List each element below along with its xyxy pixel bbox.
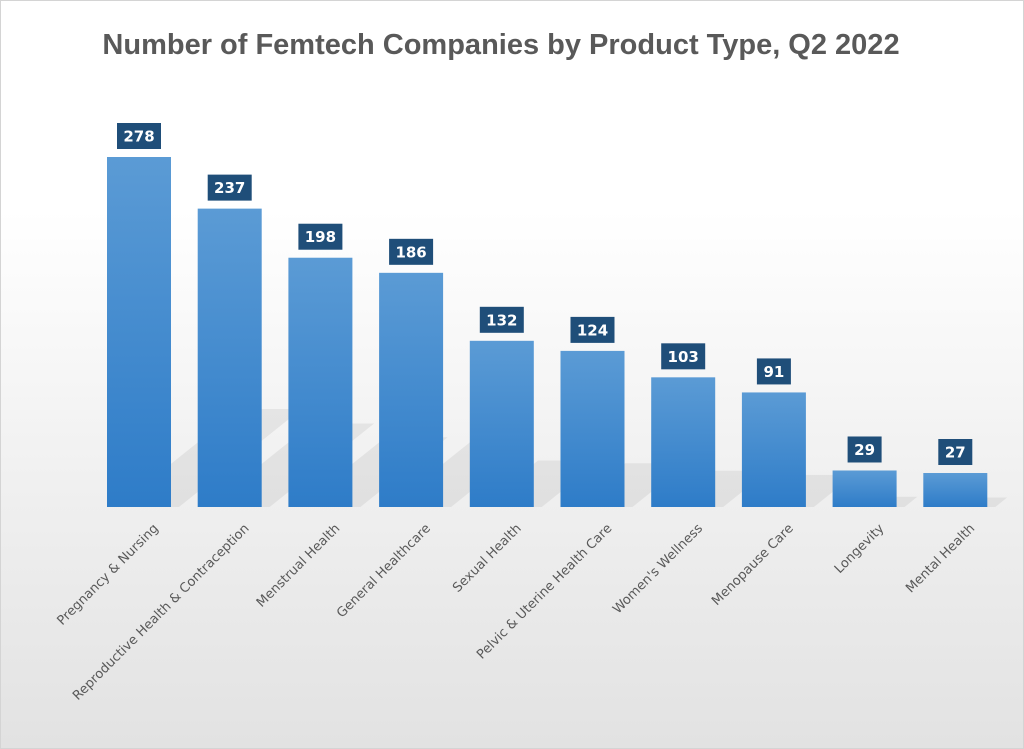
data-label: 132 (486, 311, 517, 329)
category-tick-label: Menopause Care (709, 521, 797, 609)
bar (197, 208, 262, 507)
value-labels-group: 278 237 198 186 132 124 103 91 29 27 (117, 123, 973, 466)
data-label: 103 (668, 348, 699, 366)
data-label-box (570, 316, 615, 343)
category-tick-label: General Healthcare (334, 521, 434, 621)
data-label: 124 (577, 321, 608, 339)
bar (469, 340, 534, 507)
category-tick-label: Pregnancy & Nursing (54, 521, 161, 628)
chart-title: Number of Femtech Companies by Product T… (102, 29, 900, 61)
data-label: 278 (123, 128, 154, 146)
data-label-box (479, 306, 524, 333)
category-tick-label: Mental Health (903, 521, 978, 596)
data-label-box (938, 439, 973, 466)
data-label-box (117, 123, 161, 149)
data-label-box (207, 174, 252, 201)
category-tick-label: Longevity (832, 521, 888, 577)
data-label-box (661, 343, 706, 370)
bar (560, 350, 625, 507)
data-label: 27 (945, 444, 966, 462)
data-label-box (298, 223, 343, 250)
data-label-box (756, 358, 791, 385)
bar (379, 272, 444, 507)
data-label: 198 (305, 228, 336, 246)
category-tick-label: Sexual Health (450, 521, 525, 596)
data-label: 29 (854, 441, 875, 459)
category-tick-label: Menstrual Health (254, 521, 343, 610)
category-tick-label: Women's Wellness (610, 521, 706, 617)
data-label-box (389, 238, 434, 265)
bar (832, 470, 897, 507)
bar (923, 473, 988, 507)
data-label: 91 (763, 363, 784, 381)
bar (288, 257, 353, 507)
bar (651, 377, 716, 507)
bar (741, 392, 806, 507)
bar (107, 157, 171, 507)
data-label-box (847, 436, 882, 463)
category-tick-label: Reproductive Health & Contraception (70, 521, 252, 703)
data-label: 186 (395, 243, 426, 261)
bars-group (107, 157, 988, 507)
data-label: 237 (214, 179, 245, 197)
